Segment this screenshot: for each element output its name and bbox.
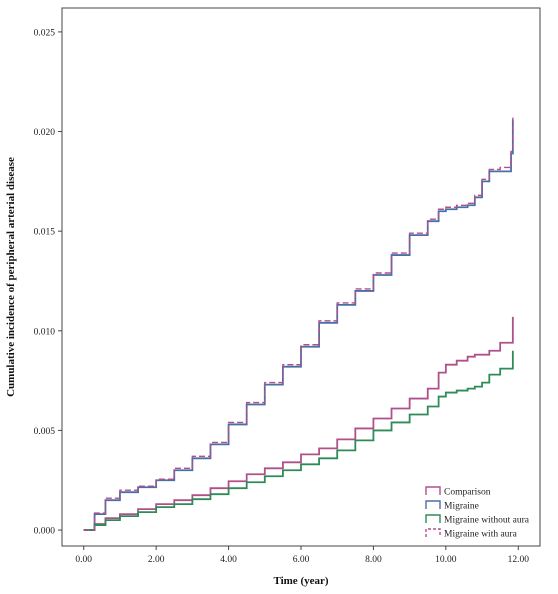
y-axis: 0.000 0.005 0.010 0.015 0.020 0.025 — [34, 28, 62, 537]
x-tick-label: 4.00 — [220, 555, 237, 565]
legend-label: Migraine without aura — [444, 516, 530, 526]
x-axis: 0.00 2.00 4.00 6.00 8.00 10.00 12.00 — [75, 546, 529, 565]
series-line-3 — [83, 350, 514, 531]
y-tick-label: 0.005 — [34, 427, 56, 437]
x-tick-label: 12.00 — [508, 555, 530, 565]
y-axis-title: Cumulative incidence of peripheral arter… — [5, 157, 17, 397]
y-tick-label: 0.015 — [34, 228, 56, 238]
y-tick-label: 0.010 — [34, 327, 56, 337]
legend-swatch — [425, 486, 441, 495]
y-tick-label: 0.025 — [34, 28, 56, 38]
series-line-4 — [83, 117, 514, 531]
legend: Comparison Migraine Migraine without aura M… — [425, 486, 530, 540]
legend-label: Migraine — [444, 502, 479, 512]
x-tick-label: 0.00 — [75, 555, 92, 565]
series-line-1 — [83, 316, 514, 531]
legend-swatch — [425, 528, 441, 537]
x-tick-label: 10.00 — [435, 555, 457, 565]
x-tick-label: 2.00 — [148, 555, 165, 565]
x-tick-label: 8.00 — [365, 555, 382, 565]
x-tick-label: 6.00 — [293, 555, 310, 565]
legend-swatch — [425, 500, 441, 509]
y-tick-label: 0.020 — [34, 128, 56, 138]
x-axis-title: Time (year) — [273, 575, 328, 587]
y-tick-label: 0.000 — [34, 527, 56, 537]
legend-swatch — [425, 514, 441, 523]
legend-label: Migraine with aura — [444, 530, 518, 540]
series-layer — [83, 117, 514, 531]
legend-label: Comparison — [444, 488, 491, 498]
